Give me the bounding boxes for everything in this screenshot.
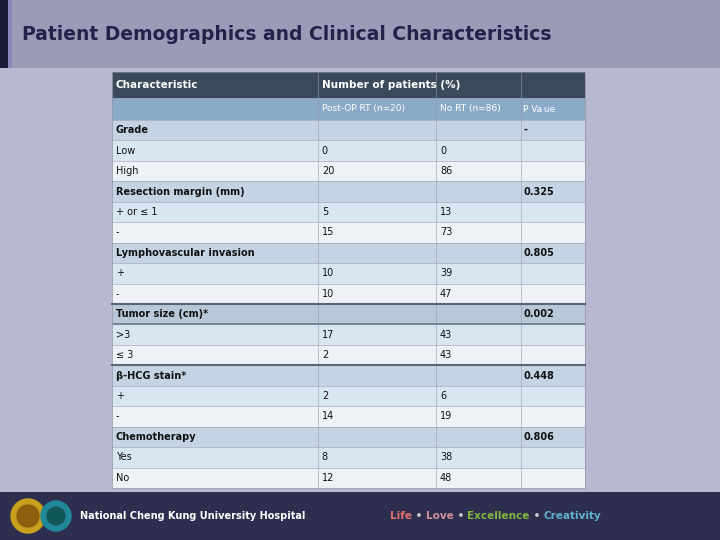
Bar	[112, 447, 585, 468]
Text: 15: 15	[322, 227, 334, 238]
Text: 2: 2	[322, 391, 328, 401]
Circle shape	[47, 507, 65, 525]
Text: 43: 43	[440, 329, 452, 340]
Bar	[0, 0, 720, 68]
Text: High: High	[116, 166, 138, 176]
Text: Chemotherapy: Chemotherapy	[116, 432, 197, 442]
Bar	[112, 202, 585, 222]
Text: 20: 20	[322, 166, 334, 176]
Text: 86: 86	[440, 166, 452, 176]
Bar	[112, 345, 585, 366]
Bar	[112, 304, 585, 325]
Text: 0.448: 0.448	[523, 370, 554, 381]
Text: No: No	[116, 473, 130, 483]
Text: Yes: Yes	[116, 453, 132, 462]
Text: 48: 48	[440, 473, 452, 483]
Text: +: +	[116, 391, 124, 401]
Text: Low: Low	[116, 146, 135, 156]
Text: Post-OP RT (n=20): Post-OP RT (n=20)	[322, 105, 405, 113]
Bar	[112, 263, 585, 284]
Text: 12: 12	[322, 473, 334, 483]
Bar	[112, 120, 585, 140]
Text: 10: 10	[322, 268, 334, 278]
Text: Excellence: Excellence	[467, 511, 530, 521]
Circle shape	[17, 505, 39, 527]
Bar	[112, 406, 585, 427]
Text: β-HCG stain*: β-HCG stain*	[116, 370, 186, 381]
Text: 2: 2	[322, 350, 328, 360]
Text: •: •	[530, 511, 544, 521]
Bar	[112, 366, 585, 386]
Text: 14: 14	[322, 411, 334, 421]
Text: -: -	[116, 227, 120, 238]
Text: +: +	[116, 268, 124, 278]
Bar	[0, 0, 8, 68]
Text: -: -	[116, 289, 120, 299]
Text: + or ≤ 1: + or ≤ 1	[116, 207, 158, 217]
Bar	[112, 98, 585, 120]
Text: National Cheng Kung University Hospital: National Cheng Kung University Hospital	[80, 511, 305, 521]
Bar	[112, 427, 585, 447]
Text: 19: 19	[440, 411, 452, 421]
Text: 0.805: 0.805	[523, 248, 554, 258]
Text: 0.806: 0.806	[523, 432, 554, 442]
Text: 47: 47	[440, 289, 452, 299]
Text: -: -	[523, 125, 527, 135]
Bar	[112, 242, 585, 263]
Text: Life: Life	[390, 511, 412, 521]
Text: 73: 73	[440, 227, 452, 238]
Bar	[112, 161, 585, 181]
Text: 0.325: 0.325	[523, 186, 554, 197]
Text: Love: Love	[426, 511, 454, 521]
Text: >3: >3	[116, 329, 130, 340]
Text: 5: 5	[322, 207, 328, 217]
Text: 0: 0	[440, 146, 446, 156]
Text: Resection margin (mm): Resection margin (mm)	[116, 186, 245, 197]
Circle shape	[11, 499, 45, 533]
Text: 39: 39	[440, 268, 452, 278]
Bar	[112, 386, 585, 406]
Bar	[112, 72, 585, 98]
Bar	[8, 0, 12, 68]
Text: Creativity: Creativity	[544, 511, 601, 521]
Bar	[112, 468, 585, 488]
Bar	[112, 284, 585, 304]
Text: Characteristic: Characteristic	[116, 80, 199, 90]
Text: Patient Demographics and Clinical Characteristics: Patient Demographics and Clinical Charac…	[22, 24, 552, 44]
Bar	[112, 222, 585, 242]
Bar	[112, 325, 585, 345]
Text: •: •	[412, 511, 426, 521]
Text: 13: 13	[440, 207, 452, 217]
Text: 10: 10	[322, 289, 334, 299]
Text: Tumor size (cm)*: Tumor size (cm)*	[116, 309, 208, 319]
Text: Number of patients (%): Number of patients (%)	[322, 80, 460, 90]
Text: Grade: Grade	[116, 125, 149, 135]
Text: 43: 43	[440, 350, 452, 360]
Text: 17: 17	[322, 329, 334, 340]
Text: 8: 8	[322, 453, 328, 462]
Bar	[0, 492, 720, 540]
Text: 6: 6	[440, 391, 446, 401]
Text: -: -	[116, 411, 120, 421]
Text: P Va ue: P Va ue	[523, 105, 555, 113]
Text: 38: 38	[440, 453, 452, 462]
Bar	[112, 181, 585, 202]
Text: •: •	[454, 511, 467, 521]
Circle shape	[41, 501, 71, 531]
Text: 0.002: 0.002	[523, 309, 554, 319]
Text: Lymphovascular invasion: Lymphovascular invasion	[116, 248, 255, 258]
Bar	[112, 140, 585, 161]
Text: ≤ 3: ≤ 3	[116, 350, 133, 360]
Text: No RT (n=86): No RT (n=86)	[440, 105, 500, 113]
Text: 0: 0	[322, 146, 328, 156]
